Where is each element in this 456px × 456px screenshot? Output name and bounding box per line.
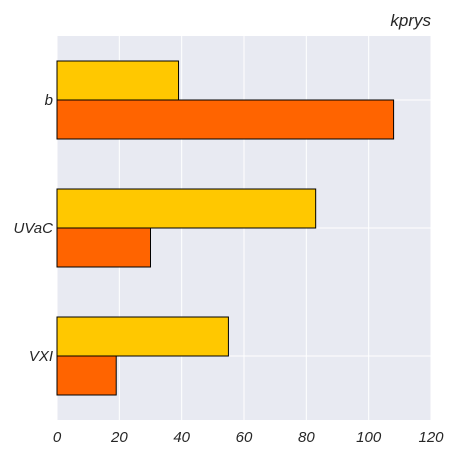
- bar: [56, 355, 117, 396]
- x-tick-label: 80: [298, 429, 315, 446]
- y-tick-label: VXI: [29, 348, 53, 365]
- y-tick-label: b: [45, 92, 53, 109]
- x-tick-label: 40: [173, 429, 190, 446]
- x-tick-label: 100: [356, 429, 382, 446]
- x-tick-label: 0: [53, 429, 62, 446]
- x-tick-label: 120: [418, 429, 444, 446]
- bar: [56, 316, 229, 357]
- y-tick-labels: b UVaC VXI: [14, 92, 54, 365]
- bar: [56, 227, 151, 268]
- bars: [56, 60, 395, 396]
- bar: [56, 99, 395, 140]
- x-tick-labels: 0 20 40 60 80 100 120: [53, 429, 444, 446]
- y-tick-label: UVaC: [14, 220, 54, 237]
- bar: [56, 60, 180, 101]
- chart-title: kprys: [390, 11, 431, 30]
- x-tick-label: 20: [110, 429, 128, 446]
- bar: [56, 188, 317, 229]
- x-tick-label: 60: [236, 429, 253, 446]
